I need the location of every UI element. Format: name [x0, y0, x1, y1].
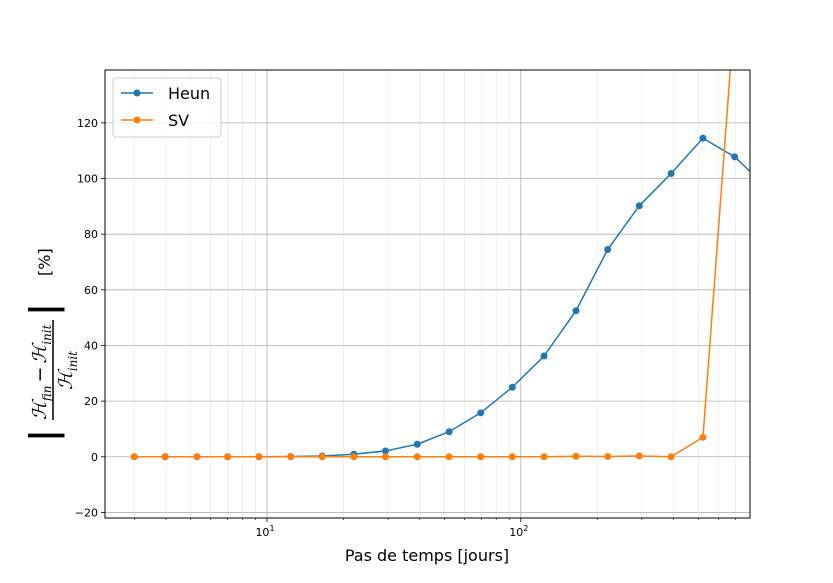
data-point-sv [477, 453, 485, 461]
series-layer [130, 8, 770, 461]
y-axis-label: | ℋfin−ℋinit ℋinit | [%] [23, 248, 80, 442]
data-point-sv [255, 453, 263, 461]
data-point-sv [318, 453, 326, 461]
x-tick-label: 102 [509, 524, 528, 539]
y-tick-label: 20 [84, 395, 98, 408]
data-point-heun [604, 245, 612, 253]
data-point-heun [572, 307, 580, 315]
data-point-heun [699, 134, 707, 142]
data-point-heun [540, 352, 548, 360]
series-line-heun [134, 137, 750, 458]
y-tick-label: 60 [84, 284, 98, 297]
y-numerator: ℋfin−ℋinit [29, 324, 54, 420]
data-point-sv [508, 453, 516, 461]
data-point-heun [413, 440, 421, 448]
data-point-heun [508, 383, 516, 391]
data-point-sv [699, 433, 707, 441]
abs-bar-left: | [23, 429, 65, 442]
data-point-sv [667, 453, 675, 461]
abs-bar-right: | [23, 303, 65, 316]
y-tick-label: 100 [77, 173, 98, 186]
y-tick-label: 80 [84, 228, 98, 241]
y-tick-label: −20 [75, 506, 98, 519]
y-tick-label: 120 [77, 117, 98, 130]
data-point-heun [763, 183, 770, 190]
data-point-sv [540, 453, 548, 461]
data-point-sv [731, 8, 738, 15]
data-point-heun [635, 202, 643, 210]
data-point-sv [572, 452, 580, 460]
data-point-heun [731, 153, 739, 161]
data-point-heun [477, 409, 485, 417]
legend-marker-sv [133, 116, 141, 124]
data-point-sv [445, 453, 453, 461]
x-axis-label: Pas de temps [jours] [345, 546, 509, 565]
series-line-sv [134, 70, 732, 458]
plot-frame [104, 69, 751, 519]
data-point-heun [667, 170, 675, 178]
legend-label-sv: SV [168, 111, 189, 130]
data-point-sv [381, 453, 389, 461]
data-point-sv [604, 453, 612, 460]
data-point-sv [413, 453, 421, 461]
legend-marker-heun [133, 89, 141, 97]
data-point-heun [381, 447, 389, 455]
ticks: 101 102 −20 0 20 40 60 80 100 120 [75, 117, 736, 539]
x-tick-label: 101 [255, 524, 274, 539]
y-denominator: ℋinit [55, 351, 80, 390]
data-point-sv [130, 453, 138, 461]
legend: Heun SV [112, 77, 222, 138]
data-point-sv [161, 453, 169, 461]
data-point-heun [445, 428, 453, 436]
legend-label-heun: Heun [168, 84, 210, 103]
data-point-sv [193, 453, 201, 461]
data-point-sv [635, 452, 643, 460]
y-unit-label: [%] [35, 248, 54, 276]
y-tick-label: 0 [91, 451, 98, 464]
y-tick-label: 40 [84, 339, 98, 352]
data-point-sv [287, 453, 295, 461]
data-point-sv [224, 453, 232, 461]
data-point-sv [350, 453, 358, 461]
